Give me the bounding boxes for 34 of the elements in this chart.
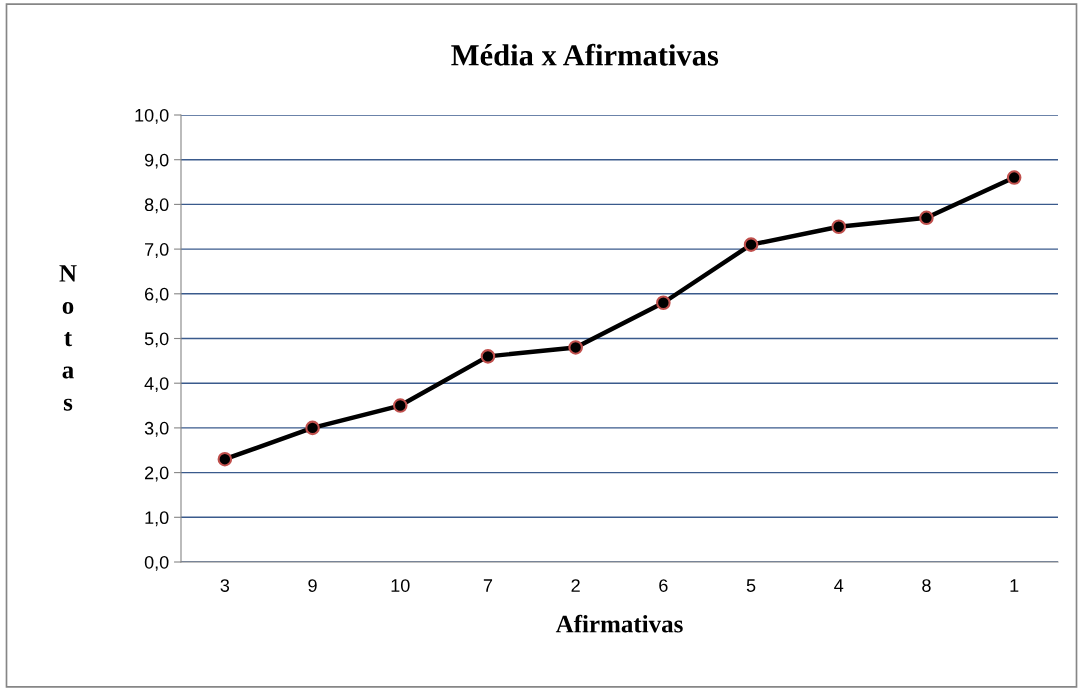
y-axis-title: Notas bbox=[59, 265, 77, 411]
point bbox=[392, 398, 408, 413]
y-tick-label: 2,0 bbox=[145, 466, 169, 482]
point bbox=[743, 237, 759, 252]
point bbox=[568, 340, 583, 355]
point bbox=[831, 219, 847, 235]
x-axis-title: Afirmativas bbox=[555, 614, 683, 633]
point bbox=[1006, 170, 1022, 185]
x-tick-label: 3 bbox=[220, 579, 230, 592]
chart-title: Média x Afirmativas bbox=[451, 43, 719, 66]
x-tick-label: 10 bbox=[391, 579, 410, 592]
y-tick-label: 4,0 bbox=[144, 377, 169, 393]
x-tick-label: 6 bbox=[659, 579, 668, 592]
point bbox=[656, 295, 671, 311]
y-tick-label: 7,0 bbox=[145, 243, 169, 258]
x-tick-label: 5 bbox=[746, 579, 756, 592]
x-tick-label: 9 bbox=[308, 579, 317, 592]
y-tick-label: 8,0 bbox=[144, 198, 169, 214]
y-tick-label: 6,0 bbox=[145, 287, 169, 303]
x-tick-label: 8 bbox=[922, 579, 931, 592]
x-tick-label: 4 bbox=[834, 579, 844, 592]
y-tick-label: 3,0 bbox=[144, 421, 169, 437]
y-tick-label: 1,0 bbox=[145, 511, 169, 527]
point bbox=[919, 210, 934, 226]
point bbox=[480, 349, 496, 364]
x-tick-label: 1 bbox=[1010, 579, 1019, 592]
point bbox=[305, 420, 320, 436]
y-tick-label: 10,0 bbox=[135, 108, 169, 124]
y-tick-label: 5,0 bbox=[144, 332, 169, 348]
x-tick-label: 7 bbox=[483, 579, 493, 592]
y-tick-label: 0,0 bbox=[144, 555, 169, 571]
point bbox=[217, 451, 233, 467]
y-tick-label: 9,0 bbox=[144, 153, 169, 169]
x-tick-label: 2 bbox=[571, 579, 580, 592]
